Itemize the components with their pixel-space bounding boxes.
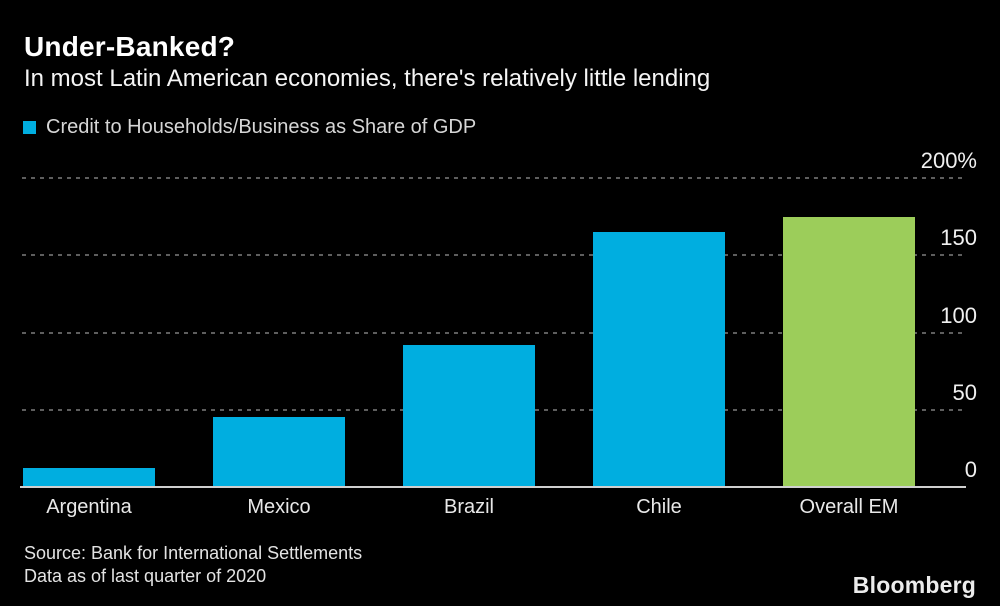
legend: Credit to Households/Business as Share o… — [23, 116, 476, 139]
category-label-chile: Chile — [636, 496, 682, 518]
legend-label: Credit to Households/Business as Share o… — [46, 116, 477, 138]
bar-chile — [593, 232, 725, 487]
legend-swatch-icon — [23, 121, 36, 134]
bar-overall-em — [783, 217, 915, 487]
y-axis-tick-200: 200% — [920, 148, 977, 173]
category-label-mexico: Mexico — [247, 496, 311, 518]
y-axis-tick-150: 150 — [940, 225, 977, 251]
y-axis-tick-100: 100 — [940, 302, 977, 328]
category-label-overall-em: Overall EM — [799, 496, 899, 518]
chart-subtitle: In most Latin American economies, there'… — [24, 65, 711, 92]
gridline-200 — [22, 177, 966, 179]
gridline-150 — [22, 254, 966, 257]
y-axis-tick-50: 50 — [952, 379, 977, 405]
bar-mexico — [213, 417, 345, 487]
chart-title: Under-Banked? — [24, 31, 236, 62]
bloomberg-logo: Bloomberg — [852, 572, 976, 598]
source-line: Source: Bank for International Settlemen… — [24, 543, 363, 563]
bar-brazil — [403, 345, 535, 487]
bar-argentina — [23, 468, 155, 487]
x-axis-baseline — [20, 486, 966, 488]
y-axis-tick-0: 0 — [964, 457, 977, 482]
gridline-100 — [22, 331, 966, 334]
category-label-argentina: Argentina — [46, 496, 132, 518]
category-label-brazil: Brazil — [443, 496, 494, 518]
data-as-of-line: Data as of last quarter of 2020 — [24, 566, 267, 586]
